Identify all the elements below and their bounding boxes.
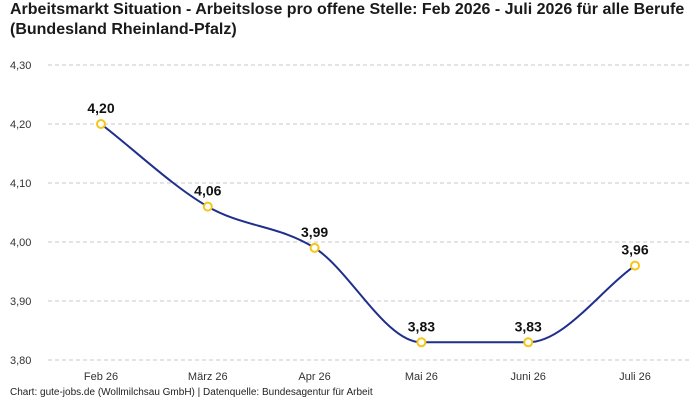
data-point xyxy=(202,201,213,212)
y-tick-label: 4,20 xyxy=(10,119,31,131)
data-point xyxy=(630,260,640,271)
data-label: 3,99 xyxy=(301,224,328,240)
data-label: 3,96 xyxy=(621,242,648,258)
data-point xyxy=(523,337,534,348)
x-tick-label: Apr 26 xyxy=(298,371,330,383)
x-tick-label: Feb 26 xyxy=(84,371,118,383)
x-tick-label: März 26 xyxy=(188,371,228,383)
y-tick-label: 4,30 xyxy=(10,60,31,72)
y-tick-label: 4,00 xyxy=(10,237,31,249)
data-label: 3,83 xyxy=(515,318,542,334)
data-point xyxy=(309,242,320,253)
y-tick-label: 4,10 xyxy=(10,178,31,190)
chart-title: Arbeitsmarkt Situation - Arbeitslose pro… xyxy=(10,1,685,38)
x-tick-label: Juni 26 xyxy=(510,371,545,383)
data-label: 4,20 xyxy=(87,100,114,116)
y-tick-label: 3,80 xyxy=(10,355,31,367)
data-point xyxy=(96,119,106,129)
y-tick-label: 3,90 xyxy=(10,296,31,308)
chart-footer: Chart: gute-jobs.de (Wollmilchsau GmbH) … xyxy=(10,387,373,398)
series-line xyxy=(100,123,636,344)
x-tick-label: Juli 26 xyxy=(619,371,651,383)
data-point xyxy=(416,337,427,348)
data-label: 4,06 xyxy=(194,183,221,199)
data-label: 3,83 xyxy=(408,318,435,334)
x-tick-label: Mai 26 xyxy=(405,371,438,383)
